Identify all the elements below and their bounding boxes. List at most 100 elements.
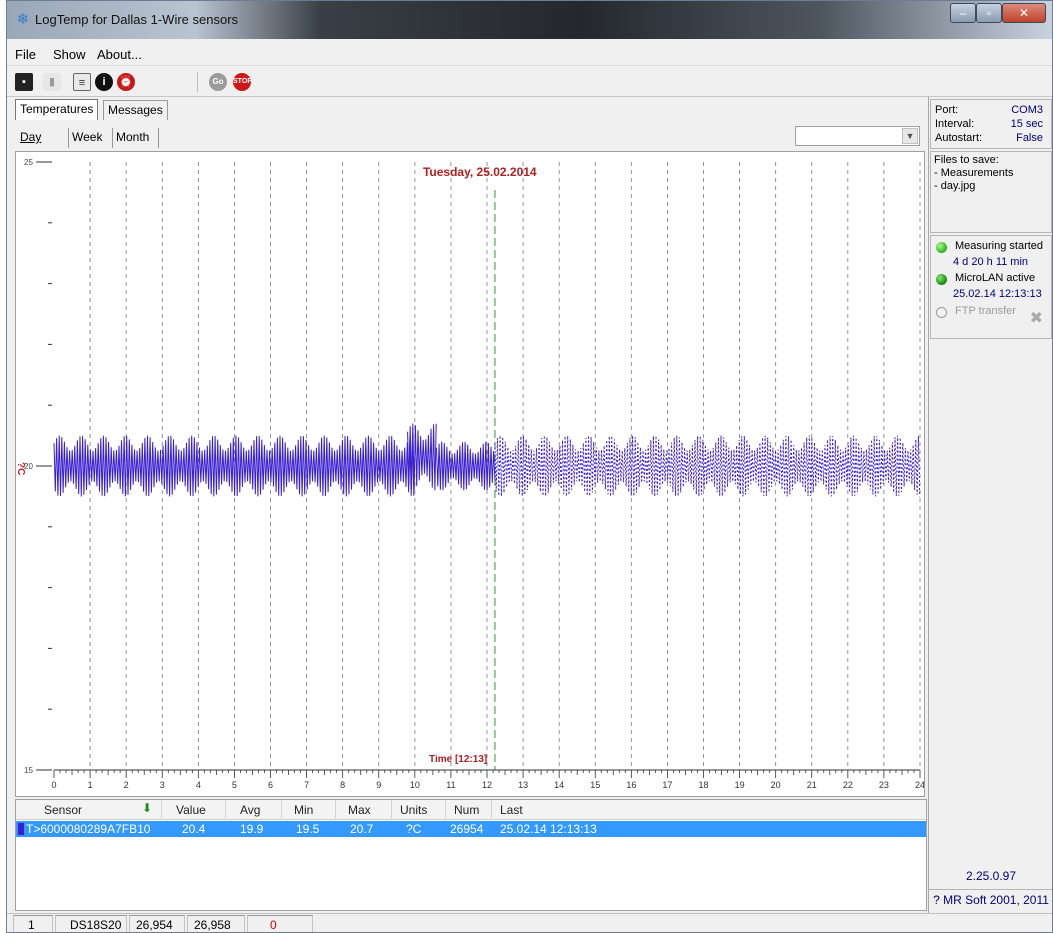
x-tick-label: 23 xyxy=(879,780,889,790)
menu-about[interactable]: About... xyxy=(97,47,142,62)
microlan-timestamp: 25.02.14 12:13:13 xyxy=(953,288,1042,300)
column-header-min[interactable]: Min xyxy=(282,800,336,820)
table-header: Sensor ⬇ Value Avg Min Max Units Num Las… xyxy=(16,800,926,820)
files-to-save-box: Files to save: - Measurements - day.jpg xyxy=(930,151,1052,233)
status-count-a: 26,954 xyxy=(129,915,185,932)
x-axis-label: Time [12:13] xyxy=(429,754,487,765)
save-icon[interactable]: ▪ xyxy=(15,73,33,91)
tab-month[interactable]: Month xyxy=(113,128,159,148)
status-error-count: 0 xyxy=(247,915,313,932)
sensor-select[interactable]: ▼ xyxy=(795,126,920,146)
column-header-value[interactable]: Value xyxy=(162,800,226,820)
menu-bar: File Show About... xyxy=(7,40,1052,66)
autostart-label: Autostart: xyxy=(935,132,983,144)
sort-down-arrow-icon[interactable]: ⬇ xyxy=(142,801,153,815)
measuring-label: Measuring started xyxy=(955,240,1044,252)
delete-icon[interactable]: ▮ xyxy=(43,73,61,91)
column-header-last[interactable]: Last xyxy=(500,803,523,817)
autostart-value: False xyxy=(1016,132,1043,144)
cell-sensor: T>6000080289A7FB10 xyxy=(26,822,151,836)
menu-show[interactable]: Show xyxy=(53,47,86,62)
interval-value: 15 sec xyxy=(1010,118,1043,130)
file-item: - Measurements xyxy=(934,167,1014,179)
properties-icon[interactable]: ≡ xyxy=(73,73,91,91)
column-header-sensor[interactable]: Sensor xyxy=(16,800,162,820)
toolbar-separator xyxy=(197,72,198,92)
series-line-segment xyxy=(436,441,496,491)
column-header-num[interactable]: Num xyxy=(446,800,492,820)
sensor-table: Sensor ⬇ Value Avg Min Max Units Num Las… xyxy=(15,799,927,911)
cell-value: 20.4 xyxy=(182,822,206,836)
alarm-icon[interactable]: ⏰ xyxy=(117,73,135,91)
status-sensor-type: DS18S20 xyxy=(55,915,127,932)
y-tick-label: 25 xyxy=(24,158,33,167)
go-icon[interactable]: Go xyxy=(209,73,227,91)
autostart-row: Autostart: False xyxy=(935,132,1049,144)
stop-icon[interactable]: STOP xyxy=(233,73,252,91)
window-title: LogTemp for Dallas 1-Wire sensors xyxy=(35,12,239,27)
x-tick-label: 13 xyxy=(518,780,528,790)
y-tick-label: 20 xyxy=(24,462,33,471)
close-button[interactable]: ✕ xyxy=(1002,3,1046,23)
y-tick-label: 15 xyxy=(24,766,33,775)
x-tick-label: 6 xyxy=(268,780,273,790)
app-snowflake-icon: ❄ xyxy=(16,11,30,28)
port-row: Port: COM3 xyxy=(935,104,1049,116)
menu-file[interactable]: File xyxy=(15,47,36,62)
cell-max: 20.7 xyxy=(350,822,374,836)
app-window: ❄ LogTemp for Dallas 1-Wire sensors – ▫ … xyxy=(6,0,1053,933)
tab-messages[interactable]: Messages xyxy=(103,100,168,120)
microlan-led-icon xyxy=(936,274,947,285)
tab-day[interactable]: Day xyxy=(17,128,69,148)
x-tick-label: 18 xyxy=(698,780,708,790)
toolbar: ▪ ▮ ≡ i ⏰ Go STOP xyxy=(7,67,1052,97)
column-header-max[interactable]: Max xyxy=(336,800,392,820)
x-tick-label: 10 xyxy=(410,780,420,790)
x-tick-label: 2 xyxy=(124,780,129,790)
x-tick-label: 19 xyxy=(735,780,745,790)
file-item: - day.jpg xyxy=(934,180,976,192)
x-tick-label: 14 xyxy=(554,780,564,790)
x-tick-label: 16 xyxy=(626,780,636,790)
interval-label: Interval: xyxy=(935,118,975,130)
x-tick-label: 22 xyxy=(843,780,853,790)
table-row[interactable]: T>6000080289A7FB10 20.4 19.9 19.5 20.7 ?… xyxy=(16,821,926,837)
column-header-units[interactable]: Units xyxy=(392,800,446,820)
measuring-led-icon xyxy=(936,242,947,253)
info-icon[interactable]: i xyxy=(95,73,113,91)
measuring-duration: 4 d 20 h 11 min xyxy=(953,256,1029,268)
x-tick-label: 11 xyxy=(446,780,455,790)
series-color-swatch xyxy=(18,823,24,835)
chevron-down-icon[interactable]: ▼ xyxy=(902,128,918,144)
minimize-button[interactable]: – xyxy=(950,3,976,23)
status-bar: 1 DS18S20 26,954 26,958 0 xyxy=(7,913,1052,932)
x-tick-label: 24 xyxy=(915,780,924,790)
version-text: 2.25.0.97 xyxy=(965,869,1017,883)
cell-min: 19.5 xyxy=(296,822,320,836)
x-tick-label: 3 xyxy=(160,780,165,790)
title-bar[interactable]: ❄ LogTemp for Dallas 1-Wire sensors – ▫ … xyxy=(7,1,1052,39)
column-header-avg[interactable]: Avg xyxy=(226,800,282,820)
ftp-label: FTP transfer xyxy=(955,305,1016,317)
status-box: Measuring started 4 d 20 h 11 min MicroL… xyxy=(930,235,1052,339)
cell-units: ?C xyxy=(406,822,422,836)
x-tick-label: 7 xyxy=(304,780,309,790)
chart-title: Tuesday, 25.02.2014 xyxy=(423,165,537,179)
ftp-disabled-x-icon[interactable]: ✖ xyxy=(1029,310,1043,327)
port-settings-box: Port: COM3 Interval: 15 sec Autostart: F… xyxy=(930,99,1052,149)
ftp-led-icon xyxy=(936,307,947,318)
microlan-label: MicroLAN active xyxy=(955,272,1036,284)
cell-num: 26954 xyxy=(450,822,484,836)
x-tick-label: 15 xyxy=(590,780,600,790)
series-line-segment xyxy=(53,435,415,497)
tab-week[interactable]: Week xyxy=(69,128,113,148)
x-tick-label: 12 xyxy=(482,780,492,790)
x-tick-label: 9 xyxy=(376,780,381,790)
tab-temperatures[interactable]: Temperatures xyxy=(15,99,99,120)
series-line-segment xyxy=(494,435,921,497)
maximize-button[interactable]: ▫ xyxy=(976,3,1002,23)
temperature-chart: 15 20 25 ?C 0 1 2 3 4 5 6 7 8 9 10 11 12 13 14 15 16 17 18 19 20… xyxy=(15,151,925,797)
x-tick-label: 8 xyxy=(340,780,345,790)
cell-last: 25.02.14 12:13:13 xyxy=(500,822,597,836)
